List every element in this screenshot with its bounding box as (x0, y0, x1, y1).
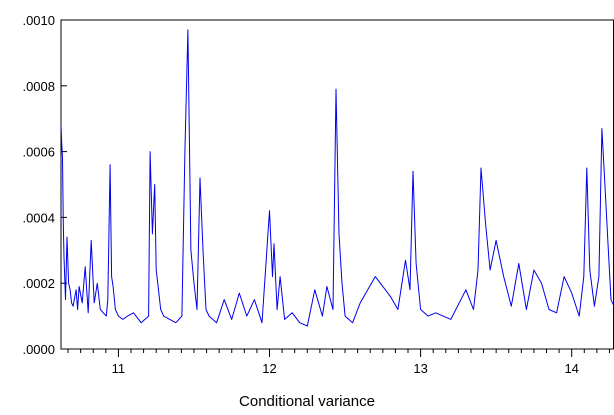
x-tick-label: 11 (112, 361, 126, 376)
x-tick-label: 13 (413, 361, 427, 376)
y-axis: .0000 .0002 .0004 .0006 .0008 .0010 (22, 13, 67, 357)
y-tick-label: .0004 (22, 210, 55, 225)
x-axis: 11 12 13 14 (67, 349, 610, 376)
chart-caption: Conditional variance (239, 393, 375, 410)
x-tick-label: 12 (262, 361, 276, 376)
y-tick-label: .0008 (22, 79, 55, 94)
y-tick-label: .0010 (22, 13, 55, 28)
plot-frame (60, 19, 614, 350)
y-tick-label: .0006 (22, 145, 55, 160)
series-line-conditional-variance (60, 29, 614, 327)
y-tick-label: .0000 (22, 342, 55, 357)
x-tick-label: 14 (564, 361, 578, 376)
y-tick-label: .0002 (22, 276, 55, 291)
